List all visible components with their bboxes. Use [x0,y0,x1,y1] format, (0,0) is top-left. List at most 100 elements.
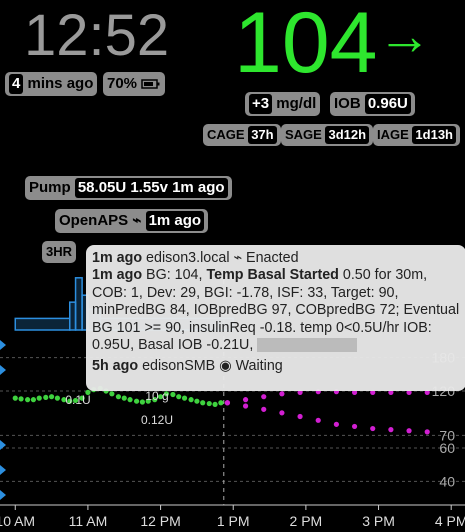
basal-bar [14,317,71,331]
age: 1m ago [92,250,143,266]
pill-label: IAGE [377,127,409,142]
bg-dot [315,417,321,423]
bg-dot [79,395,85,401]
bg-dot [424,389,430,395]
bg-value: 104 [234,0,378,91]
pill-label: CAGE [207,127,245,142]
bg-dot [67,398,73,404]
age: 5h ago [92,358,139,375]
bg-dot [30,397,37,403]
bg-dot [351,423,358,430]
bg-dot [406,428,412,434]
bg-dot [370,425,376,432]
tooltip-footer: 5h ago edisonSMB ◉ Waiting [92,358,460,375]
x-tick-label: 4 PM [435,513,465,529]
bg-dot [127,397,133,403]
bg-dot [297,389,303,395]
x-tick-label: 2 PM [290,513,323,529]
bg-dot [206,400,212,407]
pill-value: 1d13h [412,126,456,144]
bg-dot [152,397,158,403]
bg-dot [200,400,206,406]
openaps-value: 1m ago [145,211,205,231]
bg-arrow: → [377,6,432,66]
bg-dot [406,389,412,395]
pill-value: 3d12h [325,126,370,144]
basal-bar [69,301,77,331]
bg-dot [351,389,358,395]
x-tick-label: 10 AM [0,513,35,529]
marker [0,365,6,375]
bg-dot [261,394,267,400]
bg-dot [333,421,339,427]
bg-dot [18,396,24,402]
pump-value: 58.05U 1.55v 1m ago [74,178,228,198]
bg-dot [388,389,394,395]
bg-dot [43,394,49,401]
text: edisonSMB ◉ Waiting [142,358,283,375]
bg-dot [218,400,224,406]
x-tick-label: 12 PM [140,513,180,529]
bg-dot [242,397,249,403]
bg-dot [370,389,376,395]
y-tick-label: 40 [439,473,455,489]
bg-dot [388,427,394,433]
cage-pill: CAGE 37h [203,124,281,146]
bg-dot [133,398,140,404]
bg-dot [181,395,188,401]
annotation: 0.1U [65,393,90,407]
delta-pill: +3 mg/dl [245,92,321,116]
x-tick-label: 1 PM [217,513,250,529]
tooltip-status: 1m ago BG: 104, Temp Basal Started 0.50 … [92,267,460,354]
bg-dot [261,406,267,412]
iob-label: IOB [334,95,361,112]
iage-pill: IAGE 1d13h [373,124,460,146]
bg-dot [279,410,285,416]
age-pill: 4 mins ago [5,72,98,96]
bg-dot [72,397,79,404]
range-button[interactable]: 3HR [42,241,77,263]
bg-dot [212,401,218,407]
marker [0,465,6,475]
annotation: 0.12U [141,413,173,427]
annotation: 10 g [145,389,168,403]
bg-dot [194,398,200,404]
marker [0,490,6,500]
delta-unit: mg/dl [276,95,317,112]
bg-dot [109,391,115,397]
bg-dot [157,394,164,400]
bg-dot [54,395,60,401]
bg-dot [176,394,182,400]
bg-dot [12,395,18,401]
battery: 70% [107,75,138,92]
pump-pill[interactable]: Pump 58.05U 1.55v 1m ago [25,176,232,200]
battery-pill: 70% [103,72,166,96]
bg-dot [85,389,91,395]
bg-dot [145,398,151,404]
openaps-pill[interactable]: OpenAPS ⌁ 1m ago [55,209,209,233]
x-tick-label: 11 AM [69,513,108,529]
y-tick-label: 70 [439,427,455,443]
bg: BG: 104, [146,267,203,284]
bg-reading: 104→ [234,0,432,93]
y-tick-label: 60 [439,440,455,456]
bg-dot [242,403,249,409]
redacted [257,338,358,353]
age-label: mins ago [27,75,94,92]
bg-dot [139,399,146,405]
iob-value: 0.96U [364,94,411,114]
text: 0.50 for 30m, COB: 1, Dev: 29, BGI: -1.7… [92,267,460,354]
tooltip: 1m ago edison3.local ⌁ Enacted 1m ago BG… [86,245,465,391]
basal-bar [74,277,83,331]
bg-dot [188,397,194,403]
battery-icon [141,79,160,89]
bg-dot [61,397,67,403]
bg-dot [170,391,176,398]
marker [0,440,6,450]
bg-dot [48,394,55,400]
pump-label: Pump [29,179,71,196]
bg-dot [279,391,285,397]
bg-dot [25,397,31,403]
pill-value: 37h [248,126,277,144]
bg-dot [163,391,169,397]
